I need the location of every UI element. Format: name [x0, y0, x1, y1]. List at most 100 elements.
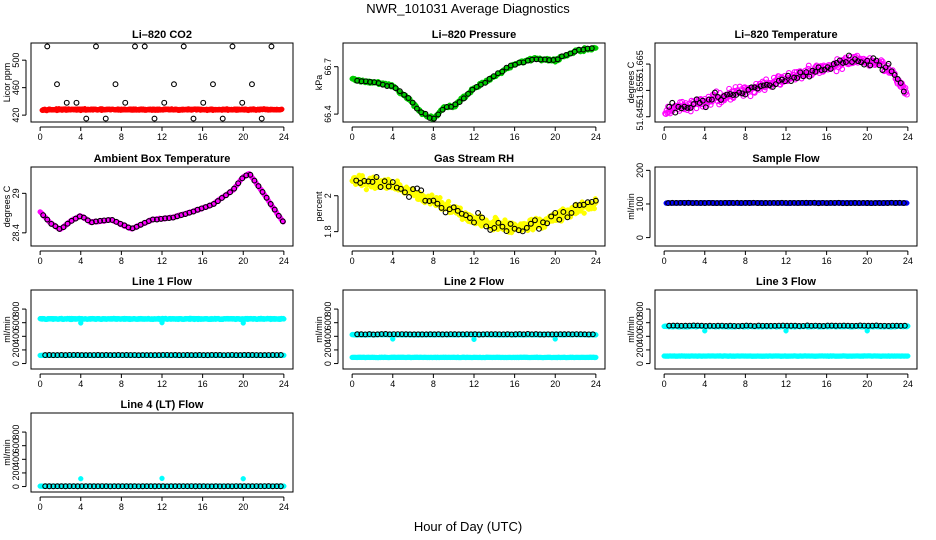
panel-title: Line 2 Flow	[444, 276, 504, 288]
data-point	[807, 200, 814, 206]
x-tick-label: 24	[903, 256, 913, 266]
points	[37, 171, 286, 233]
data-point	[83, 115, 90, 122]
data-point	[852, 200, 858, 206]
data-point	[585, 331, 592, 338]
data-point	[164, 351, 171, 358]
data-point	[258, 115, 265, 122]
data-point	[73, 99, 80, 106]
x-tick-label: 24	[279, 132, 289, 142]
data-point	[111, 352, 118, 359]
data-point	[715, 94, 721, 100]
points	[662, 52, 910, 117]
data-point	[480, 331, 487, 338]
data-point	[135, 352, 142, 359]
data-point	[532, 331, 539, 338]
x-tick-label: 4	[390, 379, 395, 389]
data-point	[403, 331, 409, 338]
data-point	[210, 81, 216, 88]
data-point	[552, 336, 558, 342]
data-point	[835, 199, 842, 206]
data-point	[168, 352, 175, 359]
data-point	[74, 352, 81, 358]
series-hourly	[354, 331, 596, 338]
data-point	[447, 331, 454, 338]
x-tick-label: 20	[550, 132, 560, 142]
data-point	[724, 91, 731, 98]
data-point	[101, 217, 108, 224]
data-point	[758, 200, 765, 207]
y-tick-label: 420	[11, 108, 21, 123]
data-point	[482, 79, 489, 86]
data-point	[459, 331, 466, 338]
y-tick-label: 29	[11, 188, 21, 198]
data-point	[476, 331, 483, 338]
data-point	[102, 115, 109, 122]
panel-title: Li–820 Pressure	[432, 29, 516, 41]
data-point	[52, 223, 59, 230]
data-point	[681, 199, 688, 206]
y-axis-label: ml/min	[626, 193, 636, 220]
data-point	[44, 216, 51, 223]
data-point	[394, 331, 401, 338]
y-tick-label: 800	[323, 302, 333, 317]
data-point	[573, 331, 580, 338]
data-point	[235, 180, 242, 187]
data-point	[122, 99, 129, 106]
x-axis: 0 4 8 12 16 20 24	[350, 373, 601, 389]
x-tick-label: 4	[78, 379, 83, 389]
x-tick-label: 16	[822, 132, 832, 142]
data-point	[897, 80, 904, 86]
data-point	[699, 97, 706, 104]
data-point	[229, 43, 236, 50]
data-point	[516, 331, 523, 338]
data-point	[431, 115, 437, 122]
y-axis-label: kPa	[314, 75, 324, 91]
data-point	[799, 200, 806, 206]
plot-frame	[342, 42, 606, 123]
data-point	[855, 58, 862, 65]
data-point	[673, 199, 680, 206]
data-point	[577, 331, 584, 338]
y-axis-label: ml/min	[2, 316, 12, 343]
data-point	[91, 352, 97, 358]
y-tick-label: 460	[11, 80, 21, 95]
data-point	[751, 89, 758, 96]
data-point	[127, 352, 134, 358]
panel-title: Ambient Box Temperature	[94, 153, 231, 165]
data-point	[770, 200, 777, 206]
panel-title: Gas Stream RH	[434, 153, 514, 165]
data-point	[214, 198, 221, 205]
data-point	[483, 223, 490, 230]
points	[663, 199, 910, 207]
data-point	[496, 331, 503, 338]
data-point	[774, 200, 781, 206]
data-point	[439, 106, 446, 113]
x-tick-label: 16	[822, 256, 832, 266]
y-tick-label: 66.7	[323, 58, 333, 76]
data-point	[754, 200, 761, 206]
data-point	[809, 67, 816, 74]
data-point	[66, 351, 73, 358]
x-tick-label: 24	[591, 379, 601, 389]
data-point	[665, 200, 672, 207]
data-point	[693, 96, 700, 103]
points	[349, 172, 599, 236]
y-tick-label: 400	[323, 329, 333, 344]
series-hourly	[354, 45, 595, 122]
data-point	[672, 109, 679, 116]
data-point	[427, 331, 434, 338]
data-point	[369, 178, 376, 185]
x-tick-label: 4	[702, 256, 707, 266]
data-point	[581, 210, 587, 216]
data-point	[200, 352, 207, 359]
data-point	[225, 352, 231, 358]
data-point	[803, 199, 810, 206]
data-point	[815, 200, 822, 207]
data-point	[233, 352, 240, 359]
data-point	[689, 200, 696, 207]
data-point	[684, 104, 691, 111]
series-hourly	[665, 199, 907, 207]
